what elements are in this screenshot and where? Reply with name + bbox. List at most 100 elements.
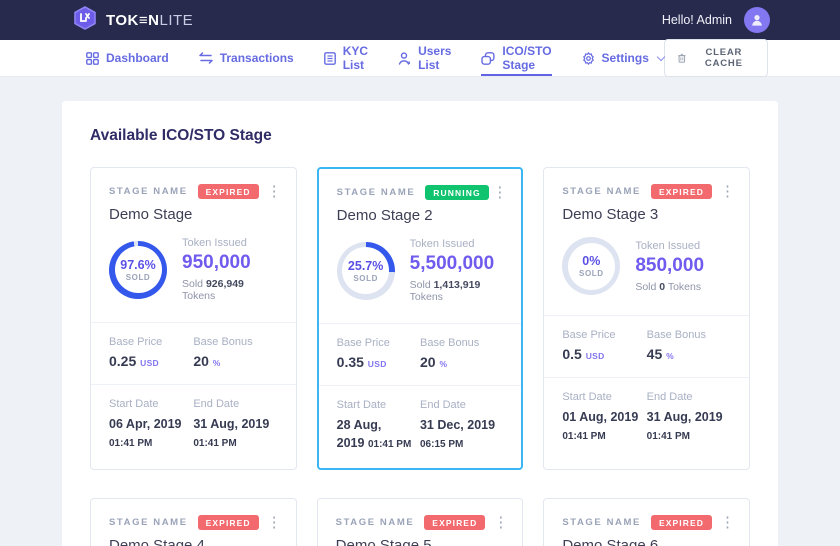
stage-card: STAGE NAME RUNNING ⋮ Demo Stage 2 25.7% … bbox=[316, 167, 524, 470]
base-price-label: Base Price bbox=[109, 336, 163, 348]
base-bonus-value: 20 % bbox=[193, 353, 221, 369]
token-issued-value: 950,000 bbox=[182, 252, 251, 273]
start-date-value: 28 Aug, 2019 01:41 PM bbox=[336, 418, 412, 451]
page-title: Available ICO/STO Stage bbox=[90, 127, 272, 144]
end-date-label: End Date bbox=[646, 391, 693, 403]
tokenlite-cube-icon bbox=[72, 5, 98, 36]
end-date-label: End Date bbox=[193, 398, 240, 410]
end-date-label: End Date bbox=[419, 399, 466, 411]
stage-name-label: STAGE NAME bbox=[109, 516, 188, 528]
cube-icon bbox=[481, 51, 496, 65]
sold-mini-label: SOLD bbox=[125, 272, 151, 282]
start-date-value: 06 Apr, 2019 01:41 PM bbox=[109, 417, 182, 450]
price-bonus-row: Base Price 0.5 USD Base Bonus 45 % bbox=[544, 315, 749, 377]
token-issued-value: 850,000 bbox=[635, 254, 705, 276]
stage-card: STAGE NAME EXPIRED ⋮ Demo Stage 4 0% SOL… bbox=[90, 497, 297, 546]
stage-name-label: STAGE NAME bbox=[109, 186, 188, 197]
stage-title: Demo Stage 4 bbox=[109, 536, 205, 546]
start-date-label: Start Date bbox=[562, 391, 612, 403]
base-bonus-label: Base Bonus bbox=[646, 329, 706, 341]
stage-panel: Available ICO/STO Stage STAGE NAME EXPIR… bbox=[62, 101, 778, 546]
content-area: Available ICO/STO Stage STAGE NAME EXPIR… bbox=[0, 77, 840, 546]
stage-title: Demo Stage 2 bbox=[336, 207, 433, 224]
stage-title: Demo Stage 6 bbox=[562, 536, 659, 546]
price-bonus-row: Base Price 0.25 USD Base Bonus 20 % bbox=[91, 322, 296, 384]
greeting-text: Hello! Admin bbox=[661, 13, 732, 27]
end-date-value: 31 Aug, 2019 01:41 PM bbox=[193, 417, 270, 450]
user-avatar[interactable] bbox=[744, 7, 770, 33]
progress-ring: 0% SOLD bbox=[562, 237, 621, 295]
end-date-value: 31 Dec, 2019 06:15 PM bbox=[419, 418, 496, 451]
nav-item-ico-sto-stage[interactable]: ICO/STO Stage bbox=[481, 40, 552, 76]
stage-name-label: STAGE NAME bbox=[336, 187, 416, 198]
progress-ring: 97.6% SOLD bbox=[109, 240, 167, 299]
nav-item-transactions[interactable]: Transactions bbox=[198, 40, 294, 76]
price-bonus-row: Base Price 0.35 USD Base Bonus 20 % bbox=[318, 323, 522, 385]
date-row: Start Date 01 Aug, 2019 01:41 PM End Dat… bbox=[544, 377, 749, 460]
clear-cache-button[interactable]: CLEAR CACHE bbox=[663, 39, 768, 77]
status-badge: EXPIRED bbox=[197, 514, 259, 530]
nav-item-dashboard[interactable]: Dashboard bbox=[86, 40, 169, 76]
percent-sold: 25.7% bbox=[347, 258, 384, 273]
stage-title: Demo Stage 5 bbox=[335, 536, 432, 546]
stage-grid: STAGE NAME EXPIRED ⋮ Demo Stage 97.6% SO… bbox=[90, 167, 750, 546]
sold-tokens-line: Sold 0 Tokens bbox=[635, 280, 702, 293]
percent-sold: 97.6% bbox=[120, 257, 156, 272]
stage-card: STAGE NAME EXPIRED ⋮ Demo Stage 97.6% SO… bbox=[90, 167, 297, 470]
status-badge: EXPIRED bbox=[424, 514, 486, 530]
sold-mini-label: SOLD bbox=[353, 273, 378, 283]
main-nav: Dashboard Transactions KYC List Users Li… bbox=[0, 39, 840, 77]
kebab-menu-icon[interactable]: ⋮ bbox=[720, 183, 735, 200]
end-date-value: 31 Aug, 2019 01:41 PM bbox=[646, 410, 723, 443]
user-icon bbox=[398, 51, 411, 65]
token-issued-label: Token Issued bbox=[409, 238, 475, 250]
nav-items: Dashboard Transactions KYC List Users Li… bbox=[86, 40, 666, 76]
brand-name: TOK≡NLITE bbox=[106, 12, 193, 29]
list-icon bbox=[323, 51, 336, 65]
stage-name-label: STAGE NAME bbox=[335, 516, 415, 528]
start-date-value: 01 Aug, 2019 01:41 PM bbox=[562, 410, 639, 443]
base-price-label: Base Price bbox=[562, 329, 616, 341]
token-issued-label: Token Issued bbox=[635, 239, 701, 252]
base-bonus-value: 45 % bbox=[646, 346, 674, 362]
base-price-value: 0.25 USD bbox=[109, 353, 159, 369]
brand-logo[interactable]: TOK≡NLITE bbox=[72, 5, 193, 36]
stage-card: STAGE NAME EXPIRED ⋮ Demo Stage 6 0% SOL… bbox=[543, 497, 750, 546]
base-price-value: 0.35 USD bbox=[336, 354, 387, 370]
swap-icon bbox=[198, 52, 213, 64]
kebab-menu-icon[interactable]: ⋮ bbox=[493, 513, 509, 531]
status-badge: EXPIRED bbox=[197, 184, 259, 199]
status-badge: EXPIRED bbox=[650, 184, 712, 199]
brand-light-text: LITE bbox=[159, 11, 194, 29]
stage-card: STAGE NAME EXPIRED ⋮ Demo Stage 5 0% SOL… bbox=[316, 497, 524, 546]
sold-tokens-line: Sold 926,949 Tokens bbox=[182, 278, 244, 302]
stage-title: Demo Stage 3 bbox=[562, 206, 659, 223]
sold-mini-label: SOLD bbox=[579, 269, 604, 278]
token-issued-value: 5,500,000 bbox=[409, 253, 495, 274]
stage-title: Demo Stage bbox=[109, 206, 193, 223]
status-badge: EXPIRED bbox=[650, 514, 712, 530]
kebab-menu-icon[interactable]: ⋮ bbox=[266, 183, 282, 200]
nav-item-settings[interactable]: Settings bbox=[582, 40, 666, 76]
base-bonus-label: Base Bonus bbox=[419, 337, 480, 349]
kebab-menu-icon[interactable]: ⋮ bbox=[266, 513, 282, 531]
progress-ring: 25.7% SOLD bbox=[336, 241, 395, 300]
start-date-label: Start Date bbox=[336, 399, 387, 411]
percent-sold: 0% bbox=[582, 254, 601, 268]
sold-tokens-line: Sold 1,413,919 Tokens bbox=[409, 279, 481, 303]
start-date-label: Start Date bbox=[109, 398, 159, 410]
gear-icon bbox=[582, 51, 595, 65]
kebab-menu-icon[interactable]: ⋮ bbox=[720, 513, 735, 531]
base-bonus-value: 20 % bbox=[419, 354, 448, 370]
base-bonus-label: Base Bonus bbox=[193, 336, 253, 348]
token-issued-label: Token Issued bbox=[182, 237, 247, 249]
base-price-value: 0.5 USD bbox=[562, 346, 605, 362]
topbar: TOK≡NLITE Hello! Admin bbox=[0, 0, 840, 40]
nav-item-kyc-list[interactable]: KYC List bbox=[323, 40, 368, 76]
status-badge: RUNNING bbox=[425, 185, 489, 200]
person-icon bbox=[752, 15, 762, 26]
base-price-label: Base Price bbox=[336, 337, 390, 349]
kebab-menu-icon[interactable]: ⋮ bbox=[492, 184, 508, 201]
nav-item-users-list[interactable]: Users List bbox=[398, 40, 451, 76]
date-row: Start Date 06 Apr, 2019 01:41 PM End Dat… bbox=[91, 384, 296, 467]
